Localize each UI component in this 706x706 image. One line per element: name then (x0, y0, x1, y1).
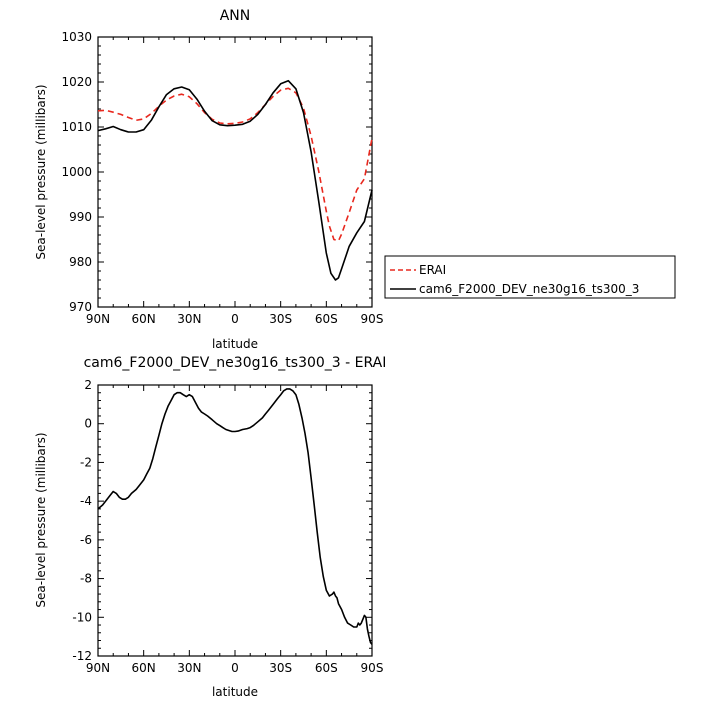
x-tick-label: 30N (177, 312, 201, 326)
x-tick-label: 30S (269, 661, 292, 675)
x-axis-label: latitude (212, 685, 258, 699)
slp-annual-panel: ANN Sea-level pressure (millibars) latit… (34, 8, 676, 351)
y-tick-label: -10 (72, 610, 92, 624)
plot-frame (97, 384, 373, 657)
y-axis-label: Sea-level pressure (millibars) (34, 84, 48, 259)
y-tick-label: -8 (80, 572, 92, 586)
legend-box (384, 255, 676, 299)
chart-title: ANN (220, 8, 251, 24)
y-tick-label: 1010 (61, 120, 92, 134)
y-tick-label: 980 (69, 255, 92, 269)
y-tick-label: 1020 (61, 75, 92, 89)
plot-area: 90N 60N 30N 0 30S 60S 90S -12 -10 -8 -6 -4 -2 0 2 (72, 378, 383, 675)
y-tick-label: 970 (69, 300, 92, 314)
legend-label-erai: ERAI (419, 263, 446, 277)
y-tick-label: -12 (72, 649, 92, 663)
x-tick-label: 0 (231, 661, 239, 675)
legend-label-cam6: cam6_F2000_DEV_ne30g16_ts300_3 (419, 282, 639, 296)
x-tick-label: 90N (86, 312, 110, 326)
x-tick-label: 90N (86, 661, 110, 675)
y-tick-label: 0 (84, 417, 92, 431)
y-tick-label: -2 (80, 455, 92, 469)
y-tick-label: 990 (69, 210, 92, 224)
series-line-erai (97, 87, 373, 242)
y-tick-label: -6 (80, 533, 92, 547)
y-tick-label: 1000 (61, 165, 92, 179)
x-tick-label: 60N (132, 661, 156, 675)
x-tick-label: 90S (361, 312, 384, 326)
y-tick-label: -4 (80, 494, 92, 508)
slp-difference-panel: cam6_F2000_DEV_ne30g16_ts300_3 - ERAI Se… (34, 355, 386, 699)
y-tick-label: 2 (84, 378, 92, 392)
chart-title: cam6_F2000_DEV_ne30g16_ts300_3 - ERAI (84, 355, 387, 371)
x-tick-label: 90S (361, 661, 384, 675)
x-tick-label: 60S (315, 312, 338, 326)
x-tick-label: 0 (231, 312, 239, 326)
x-axis-label: latitude (212, 337, 258, 351)
plot-frame (97, 36, 373, 308)
y-axis-label: Sea-level pressure (millibars) (34, 432, 48, 607)
y-tick-label: 1030 (61, 30, 92, 44)
legend: ERAI cam6_F2000_DEV_ne30g16_ts300_3 (384, 255, 676, 299)
plot-area: 90N 60N 30N 0 30S 60S 90S 970 980 990 1000 1010 1020… (61, 30, 383, 326)
x-tick-label: 30N (177, 661, 201, 675)
x-tick-label: 60N (132, 312, 156, 326)
x-tick-label: 60S (315, 661, 338, 675)
x-tick-label: 30S (269, 312, 292, 326)
series-line-cam6-f2000-dev-ne30g16-ts300-3 (97, 79, 373, 281)
series-line-0 (97, 388, 373, 645)
